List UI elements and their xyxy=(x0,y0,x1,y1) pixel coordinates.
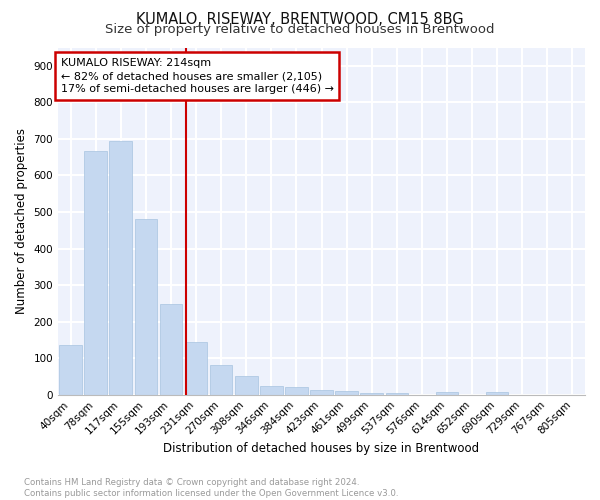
Bar xyxy=(59,344,82,395)
Bar xyxy=(486,392,508,394)
Bar xyxy=(134,218,157,394)
X-axis label: Distribution of detached houses by size in Brentwood: Distribution of detached houses by size … xyxy=(163,442,479,455)
Bar xyxy=(260,386,283,394)
Bar xyxy=(160,304,182,394)
Bar xyxy=(335,391,358,394)
Y-axis label: Number of detached properties: Number of detached properties xyxy=(15,128,28,314)
Bar xyxy=(386,393,408,394)
Bar xyxy=(361,393,383,394)
Text: Contains HM Land Registry data © Crown copyright and database right 2024.
Contai: Contains HM Land Registry data © Crown c… xyxy=(24,478,398,498)
Bar xyxy=(436,392,458,394)
Text: KUMALO, RISEWAY, BRENTWOOD, CM15 8BG: KUMALO, RISEWAY, BRENTWOOD, CM15 8BG xyxy=(136,12,464,28)
Text: KUMALO RISEWAY: 214sqm
← 82% of detached houses are smaller (2,105)
17% of semi-: KUMALO RISEWAY: 214sqm ← 82% of detached… xyxy=(61,58,334,94)
Bar xyxy=(85,150,107,394)
Bar xyxy=(310,390,333,394)
Bar xyxy=(210,365,232,394)
Text: Size of property relative to detached houses in Brentwood: Size of property relative to detached ho… xyxy=(105,22,495,36)
Bar xyxy=(109,142,132,394)
Bar xyxy=(185,342,208,394)
Bar xyxy=(235,376,257,394)
Bar xyxy=(285,387,308,394)
